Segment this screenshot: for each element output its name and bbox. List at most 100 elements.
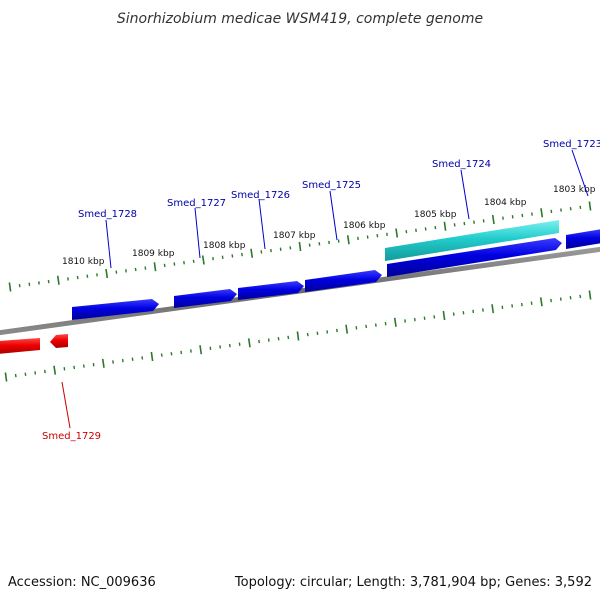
scale-label: 1804 kbp [484, 198, 527, 208]
scale-tick [482, 219, 485, 223]
scale-tick [44, 369, 46, 374]
scale-tick [308, 243, 311, 247]
scale-label: 1803 kbp [553, 185, 596, 195]
scale-tick [588, 290, 592, 300]
leader-line [571, 149, 589, 197]
scale-tick [491, 304, 495, 314]
scale-tick [134, 267, 137, 272]
scale-tick [588, 201, 592, 211]
scale-tick [163, 263, 166, 268]
gene-smed-1728[interactable] [72, 299, 159, 320]
gene-smed-1729[interactable] [0, 338, 40, 354]
scale-tick [144, 266, 147, 270]
scale-tick [393, 317, 397, 327]
gene-smed-1723[interactable] [566, 229, 600, 249]
gene-label-smed-1726[interactable]: Smed_1726 [231, 190, 290, 201]
scale-tick [47, 279, 50, 284]
scale-tick [511, 304, 514, 308]
gene-label-smed-1727[interactable]: Smed_1727 [167, 198, 226, 209]
scale-tick [366, 235, 369, 239]
gene-smed-1726[interactable] [238, 281, 304, 300]
leader-line [329, 190, 338, 241]
scale-tick [539, 297, 543, 307]
gene-label-smed-1725[interactable]: Smed_1725 [302, 180, 361, 191]
scale-tick [482, 308, 484, 312]
gene-smed-1725[interactable] [305, 270, 382, 292]
scale-tick [86, 274, 89, 278]
scale-tick [462, 311, 465, 315]
scale-tick [101, 358, 105, 368]
scale-tick [579, 294, 582, 299]
scale-tick [540, 208, 544, 218]
scale-tick [160, 353, 163, 357]
scale-tick [173, 262, 176, 266]
accession-text: Accession: NC_009636 [8, 575, 156, 590]
gene-smed-1724[interactable] [385, 220, 559, 261]
scale-tick [289, 246, 292, 250]
leader-line [194, 207, 201, 259]
scale-label: 1810 kbp [62, 257, 105, 267]
scale-tick [365, 324, 368, 329]
scale-tick [221, 255, 224, 260]
gene-smed-1729-fragment[interactable] [50, 334, 68, 348]
scale-tick [491, 214, 495, 225]
scale-tick [376, 233, 379, 238]
scale-tick [306, 332, 309, 337]
scale-tick [463, 221, 466, 226]
scale-tick [550, 298, 552, 303]
scale-tick [153, 262, 157, 272]
scale-tick [569, 295, 572, 300]
scale-tick [131, 357, 134, 361]
scale-tick [112, 360, 114, 364]
scale-tick [56, 275, 60, 285]
leader-line [258, 198, 266, 250]
gene-label-smed-1728[interactable]: Smed_1728 [78, 209, 137, 220]
forward-genes [72, 220, 600, 320]
scale-tick [395, 228, 399, 238]
scale-tick [279, 247, 282, 251]
scale-tick [76, 275, 79, 280]
scale-tick [511, 215, 514, 219]
scale-tick [170, 352, 173, 356]
scale-tick [346, 235, 350, 245]
scale-tick [219, 345, 222, 349]
scale-tick [442, 310, 446, 321]
gene-smed-1727[interactable] [174, 289, 237, 308]
map-title: Sinorhizobium medicae WSM419, complete g… [117, 11, 483, 27]
scale-tick [228, 343, 231, 348]
scale-tick [190, 349, 192, 353]
gene-label-smed-1724[interactable]: Smed_1724 [432, 159, 491, 170]
gene-smed-1724-forward-strand[interactable] [387, 238, 562, 277]
scale-label: 1806 kbp [343, 221, 386, 231]
scale-tick [296, 331, 300, 341]
scale-tick [82, 364, 85, 368]
scale-tick [277, 336, 280, 341]
scale-tick [336, 328, 338, 333]
gene-label-smed-1723[interactable]: Smed_1723 [543, 139, 600, 150]
scale-tick [374, 323, 377, 327]
scale-tick [141, 356, 144, 360]
leader-line [460, 169, 470, 220]
leader-line [105, 219, 112, 269]
scale-tick [4, 372, 8, 382]
gene-label-smed-1729[interactable]: Smed_1729 [42, 431, 101, 442]
scale-tick [192, 259, 195, 264]
scale-tick [520, 302, 523, 307]
scale-tick [247, 338, 251, 348]
scale-tick [452, 312, 455, 316]
scale-tick [150, 351, 154, 362]
scale-tick [250, 248, 254, 258]
scale-tick [28, 282, 31, 287]
scale-tick [433, 315, 436, 319]
topology-text: Topology: circular; Length: 3,781,904 bp… [234, 575, 592, 590]
outer-scale-ticks [8, 201, 592, 292]
scale-tick [260, 250, 263, 254]
scale-tick [423, 316, 426, 320]
scale-tick [115, 270, 118, 274]
scale-tick [14, 373, 17, 378]
scale-tick [258, 339, 260, 344]
scale-tick [345, 324, 349, 334]
scale-tick [53, 365, 57, 375]
inner-scale-ticks [4, 290, 592, 382]
